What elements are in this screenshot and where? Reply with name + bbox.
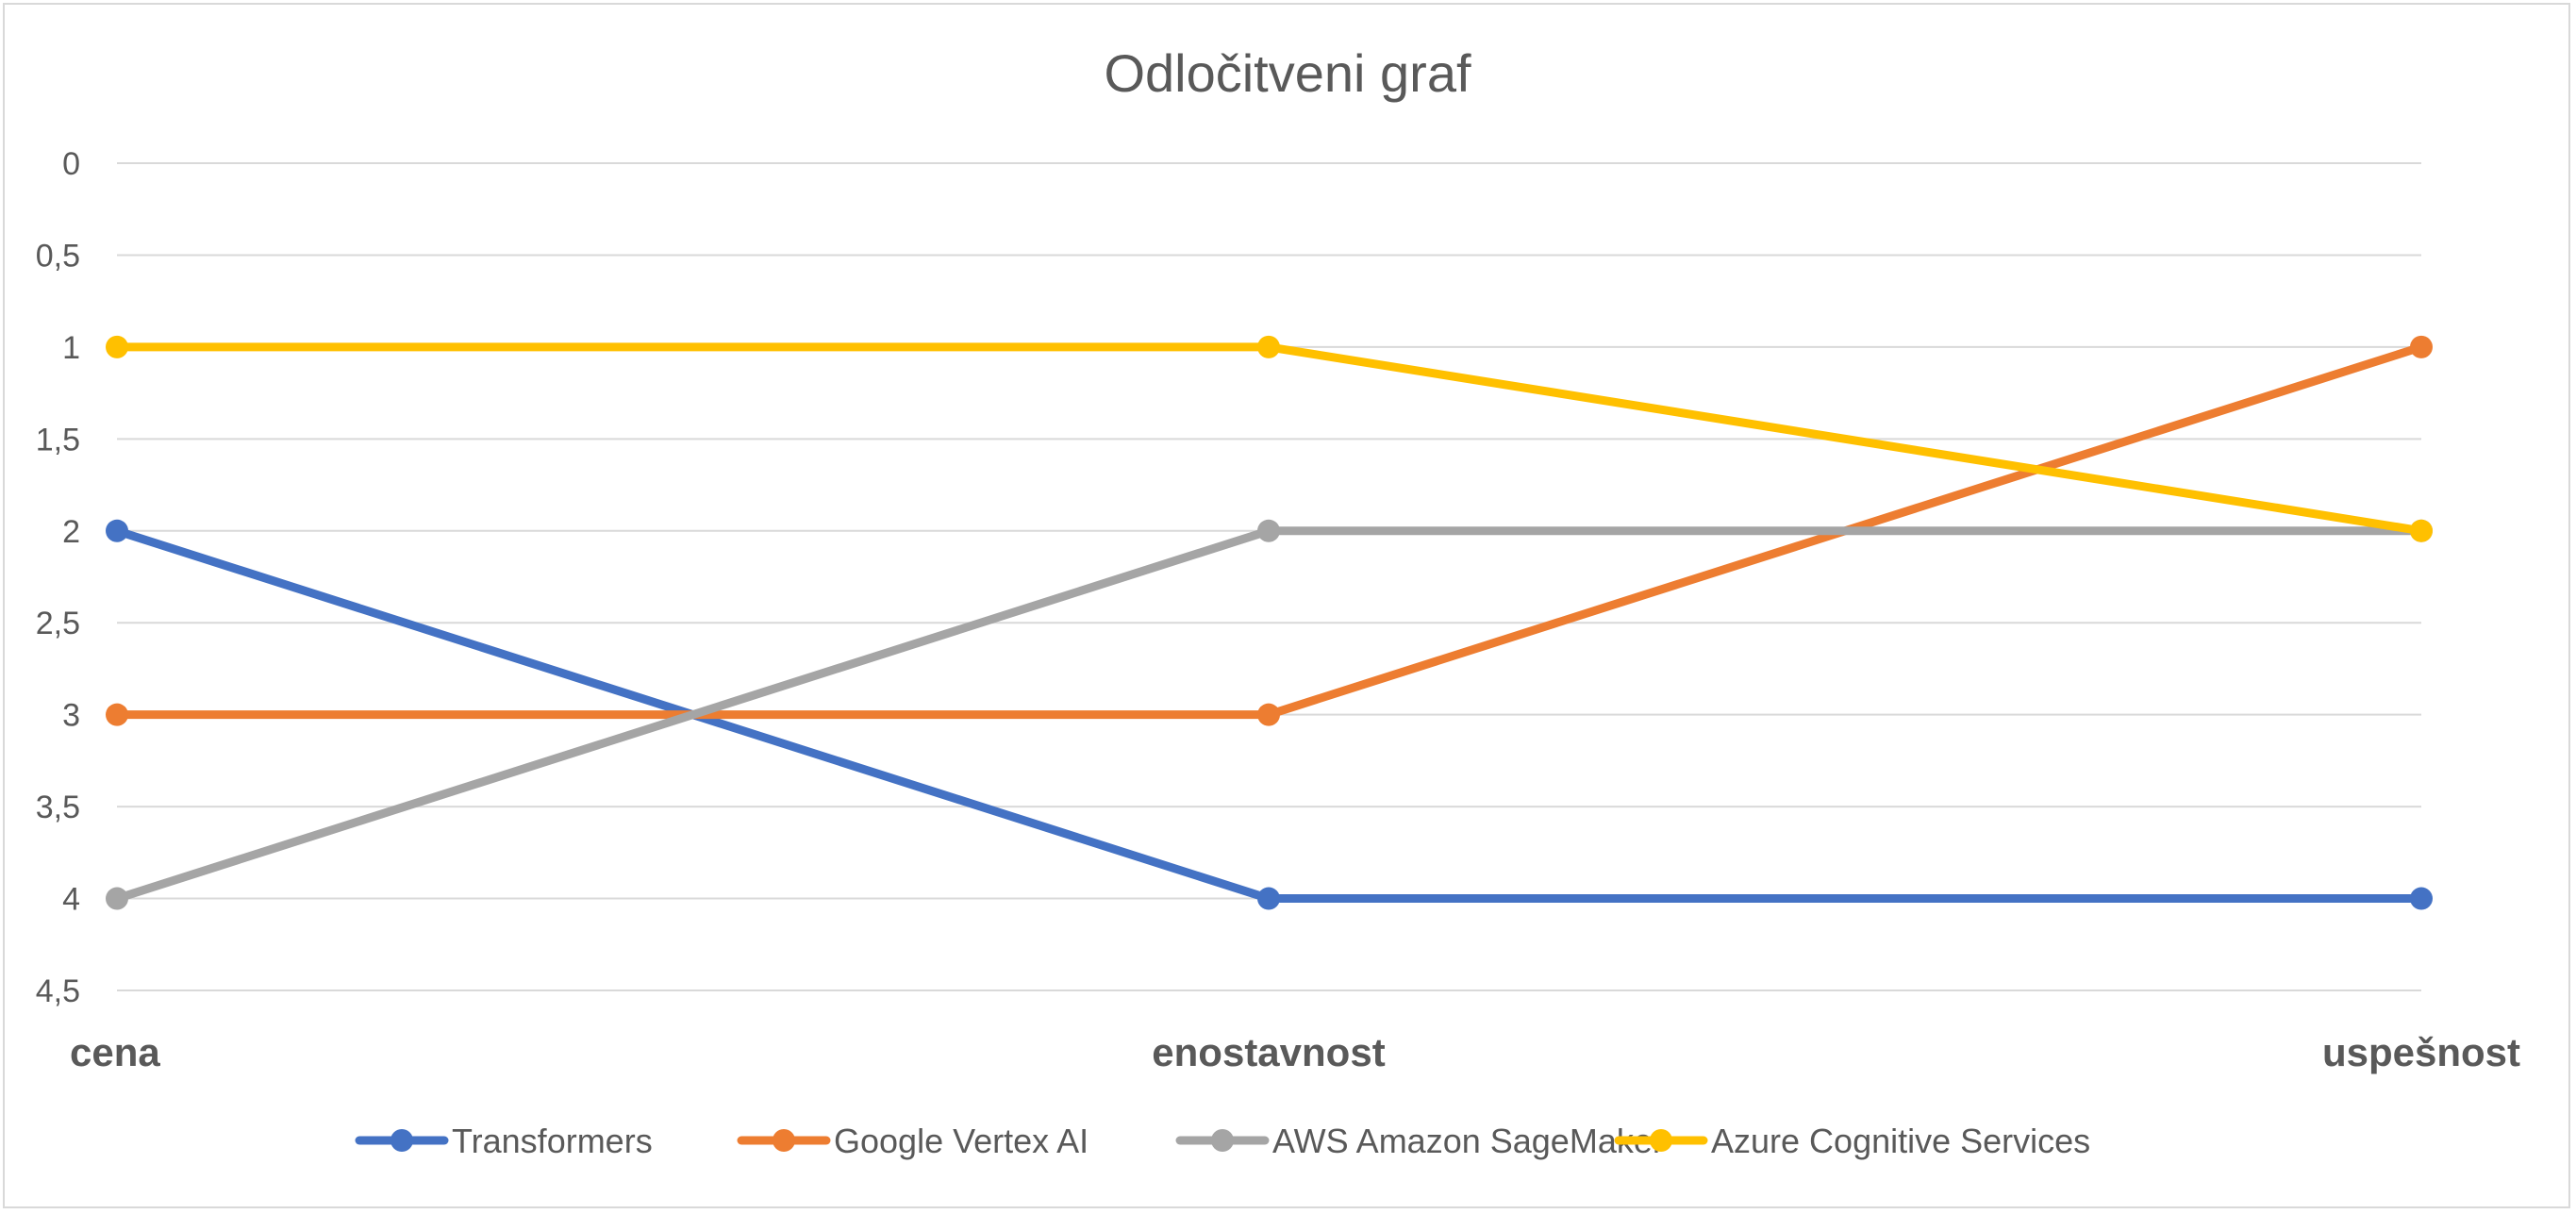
series-transformers (106, 519, 2433, 910)
legend-item: Google Vertex AI (737, 1122, 1089, 1160)
data-point (106, 887, 128, 910)
data-point (106, 703, 128, 726)
legend-item: Azure Cognitive Services (1614, 1122, 2090, 1160)
legend-label: AWS Amazon SageMaker (1272, 1122, 1664, 1160)
series-azure-cognitive-services (106, 335, 2433, 542)
legend-swatch-marker (391, 1129, 413, 1152)
data-point (1257, 335, 1280, 358)
legend-swatch-marker (773, 1129, 795, 1152)
y-tick-label: 2 (62, 514, 80, 550)
gridlines (117, 162, 2421, 991)
y-axis-ticks: 0 0,5 1 1,5 2 2,5 3 3,5 4 4,5 (36, 146, 80, 1009)
data-point (1257, 703, 1280, 726)
y-tick-label: 4,5 (36, 973, 80, 1009)
x-axis-ticks: cena enostavnost uspešnost (70, 1030, 2520, 1074)
legend-item: AWS Amazon SageMaker (1175, 1122, 1664, 1160)
data-point (2410, 887, 2433, 910)
y-tick-label: 2,5 (36, 606, 80, 641)
chart-frame (3, 3, 2570, 1208)
data-point (106, 519, 128, 542)
data-point (2410, 519, 2433, 542)
data-point (106, 335, 128, 358)
y-tick-label: 0 (62, 146, 80, 182)
x-tick-label: uspešnost (2322, 1030, 2520, 1074)
series-layer (106, 335, 2433, 910)
y-tick-label: 3 (62, 698, 80, 734)
legend-swatch-marker (1211, 1129, 1234, 1152)
legend-item: Transformers (355, 1122, 653, 1160)
y-tick-label: 1 (62, 330, 80, 366)
legend-label: Google Vertex AI (834, 1122, 1089, 1160)
data-point (2410, 335, 2433, 358)
legend-label: Transformers (452, 1122, 653, 1160)
y-tick-label: 3,5 (36, 790, 80, 825)
legend-swatch-marker (1650, 1129, 1672, 1152)
data-point (1257, 887, 1280, 910)
x-tick-label: cena (70, 1030, 160, 1074)
chart-title: Odločitveni graf (1104, 43, 1471, 103)
y-tick-label: 0,5 (36, 238, 80, 274)
y-tick-label: 4 (62, 882, 80, 918)
y-tick-label: 1,5 (36, 422, 80, 457)
x-tick-label: enostavnost (1152, 1030, 1385, 1074)
legend-label: Azure Cognitive Services (1711, 1122, 2090, 1160)
legend: Transformers Google Vertex AI AWS Amazon S… (355, 1122, 2090, 1160)
data-point (1257, 519, 1280, 542)
